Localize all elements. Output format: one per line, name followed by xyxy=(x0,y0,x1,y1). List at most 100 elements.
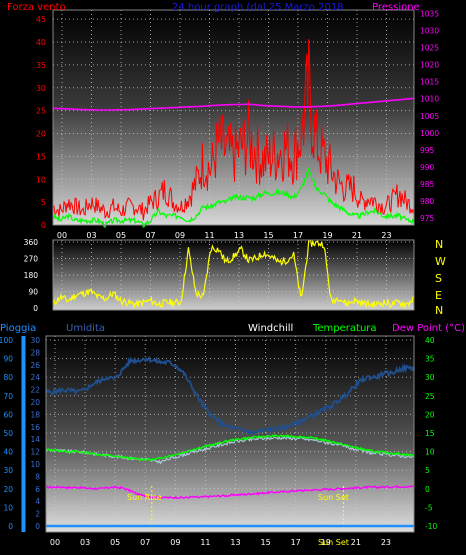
humidity-y-tick-label: 26 xyxy=(30,361,40,370)
x-tick-label: 19 xyxy=(321,538,331,547)
humidity-y-tick-label: 22 xyxy=(30,386,40,395)
windchill-title: Windchill xyxy=(248,323,293,334)
humidity-y-tick-label: 12 xyxy=(30,448,40,457)
x-tick-label: 07 xyxy=(140,538,150,547)
sunset-tick-label: Sun Set xyxy=(318,538,349,547)
x-tick-label: 17 xyxy=(293,231,303,240)
x-tick-label: 13 xyxy=(234,231,244,240)
temperature-panel-bg xyxy=(46,336,414,532)
pressure-y-tick-label: 980 xyxy=(420,197,435,206)
x-tick-label: 09 xyxy=(175,231,185,240)
pressure-y-tick-label: 995 xyxy=(420,146,435,155)
temperature-panel-frame xyxy=(45,335,415,533)
temp-y-tick-label: 10 xyxy=(425,448,435,457)
rain-y-tick-label: 30 xyxy=(3,466,13,475)
wind-y-tick-label: 25 xyxy=(36,107,46,116)
direction-y-tick-label: 360 xyxy=(24,238,39,247)
x-tick-label: 03 xyxy=(80,538,90,547)
temp-y-tick-label: 25 xyxy=(425,392,435,401)
x-tick-label: 11 xyxy=(200,538,210,547)
temp-y-tick-label: 0 xyxy=(425,485,430,494)
compass-e: E xyxy=(435,289,442,302)
wind-gust-series xyxy=(52,39,415,221)
wind-y-tick-label: 0 xyxy=(41,221,46,230)
direction-y-tick-label: 270 xyxy=(24,255,39,264)
wind-y-tick-label: 5 xyxy=(41,198,46,207)
temperatura-title: Temperatura xyxy=(312,323,377,334)
pressure-y-tick-label: 1015 xyxy=(420,78,439,87)
pressure-y-tick-label: 1020 xyxy=(420,61,439,70)
humidity-y-tick-label: 8 xyxy=(35,472,40,481)
wind-direction-series xyxy=(52,239,415,310)
x-tick-label: 05 xyxy=(116,231,126,240)
pressure-title: Pressione xyxy=(372,2,420,13)
x-tick-label: 17 xyxy=(291,538,301,547)
wind-y-tick-label: 15 xyxy=(36,152,46,161)
temperature-series xyxy=(45,434,415,463)
pressure-y-tick-label: 1000 xyxy=(420,129,439,138)
pressure-y-tick-label: 1025 xyxy=(420,44,439,53)
x-tick-label: 23 xyxy=(381,231,391,240)
sunrise-label: Sun Rise xyxy=(127,493,162,502)
pressure-y-tick-label: 990 xyxy=(420,163,435,172)
direction-y-tick-label: 90 xyxy=(28,288,38,297)
x-tick-label: 09 xyxy=(170,538,180,547)
wind-y-tick-label: 35 xyxy=(36,61,46,70)
x-tick-label: 13 xyxy=(230,538,240,547)
rain-y-tick-label: 70 xyxy=(3,392,13,401)
rain-y-tick-label: 90 xyxy=(3,355,13,364)
x-tick-label: 07 xyxy=(145,231,155,240)
humidity-y-tick-label: 6 xyxy=(35,485,40,494)
pressure-y-tick-label: 1035 xyxy=(420,9,439,18)
temp-y-tick-label: 40 xyxy=(425,336,435,345)
humidity-y-tick-label: 30 xyxy=(30,336,40,345)
rain-y-tick-label: 0 xyxy=(8,522,13,531)
pressure-y-tick-label: 1010 xyxy=(420,95,439,104)
temp-y-tick-label: -10 xyxy=(425,522,437,531)
temp-y-tick-label: -5 xyxy=(425,503,433,512)
rain-title: Pioggia xyxy=(0,323,36,334)
wind-y-tick-label: 45 xyxy=(36,15,46,24)
wind-title: Forza vento xyxy=(7,2,66,13)
direction-y-tick-label: 180 xyxy=(24,271,39,280)
graph-title: 24 hour graph (dal 25 Marzo 2018 xyxy=(172,2,344,13)
x-tick-label: 11 xyxy=(204,231,214,240)
compass-n-bottom: N xyxy=(435,304,443,317)
x-tick-label: 03 xyxy=(86,231,96,240)
humidity-y-tick-label: 16 xyxy=(30,423,40,432)
sunset-label: Sun Set xyxy=(318,493,349,502)
x-tick-label: 00 xyxy=(57,231,67,240)
compass-n-top: N xyxy=(435,238,443,251)
temp-y-tick-label: 5 xyxy=(425,466,430,475)
humidity-y-tick-label: 0 xyxy=(35,522,40,531)
temp-y-tick-label: 30 xyxy=(425,373,435,382)
x-tick-label: 21 xyxy=(352,231,362,240)
direction-y-tick-label: 0 xyxy=(33,304,38,313)
rain-y-tick-label: 40 xyxy=(3,448,13,457)
humidity-y-tick-label: 10 xyxy=(30,460,40,469)
humidity-y-tick-label: 4 xyxy=(35,497,40,506)
humidity-y-tick-label: 24 xyxy=(30,373,40,382)
x-tick-label: 00 xyxy=(50,538,60,547)
wind-speed-series xyxy=(52,167,415,228)
temp-y-tick-label: 20 xyxy=(425,410,435,419)
wind-panel-frame xyxy=(52,9,415,226)
rain-y-tick-label: 100 xyxy=(0,336,13,345)
direction-panel-frame xyxy=(52,239,415,311)
x-tick-label: 15 xyxy=(260,538,270,547)
x-tick-label: 23 xyxy=(381,538,391,547)
humidity-y-tick-label: 28 xyxy=(30,348,40,357)
humidity-y-tick-label: 20 xyxy=(30,398,40,407)
x-tick-label: 19 xyxy=(322,231,332,240)
pressure-series xyxy=(53,97,415,111)
humidity-y-tick-label: 18 xyxy=(30,410,40,419)
rain-y-tick-label: 50 xyxy=(3,429,13,438)
wind-y-tick-label: 40 xyxy=(36,38,46,47)
humidity-series xyxy=(45,355,415,436)
x-tick-label: 05 xyxy=(110,538,120,547)
dew-point-series xyxy=(46,484,415,500)
compass-w: W xyxy=(435,255,446,268)
rain-y-tick-label: 10 xyxy=(3,503,13,512)
